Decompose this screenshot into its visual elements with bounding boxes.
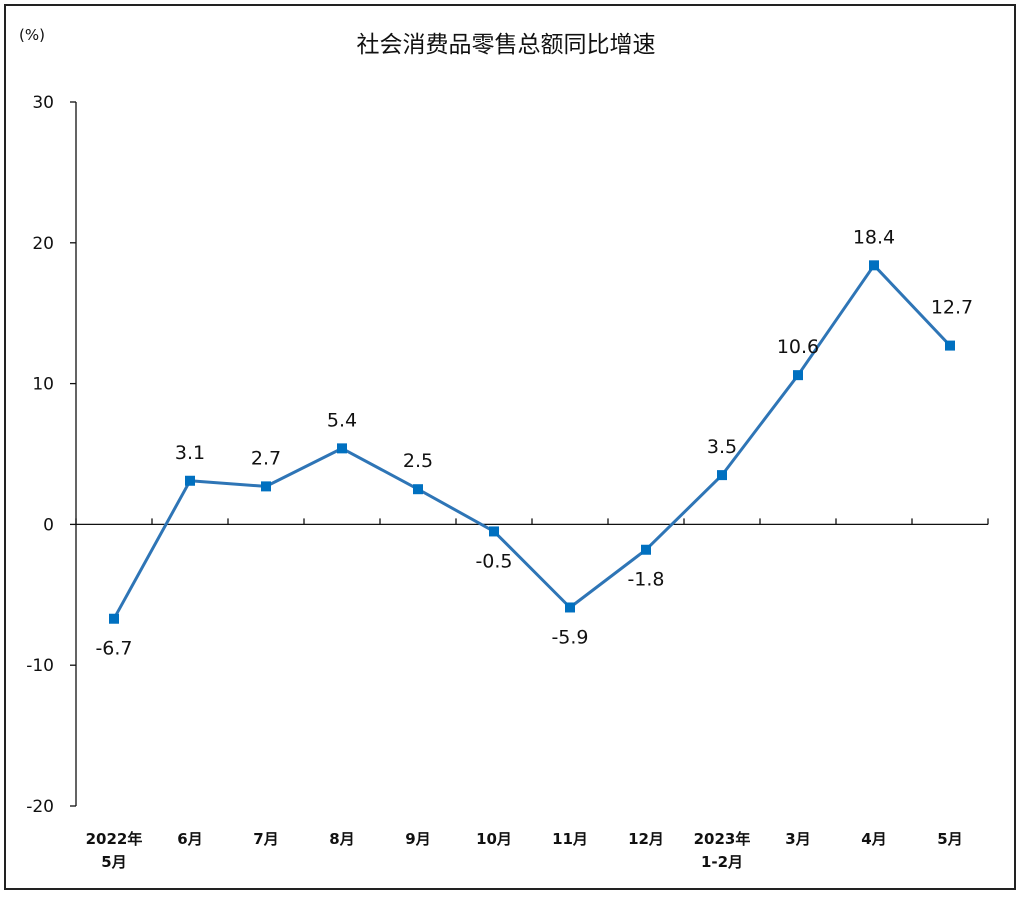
data-markers	[109, 260, 955, 624]
x-tick-label: 3月	[785, 830, 810, 848]
y-tick-label: -20	[26, 797, 54, 817]
data-point-marker	[869, 260, 879, 271]
data-label: 2.5	[403, 450, 433, 472]
y-tick-label: 0	[43, 515, 54, 535]
data-point-marker	[717, 470, 727, 481]
data-label: 10.6	[777, 336, 819, 358]
y-tick-label: 30	[32, 93, 54, 113]
data-point-marker	[489, 526, 499, 537]
data-point-marker	[565, 602, 575, 613]
data-label: -1.8	[627, 569, 664, 591]
data-label: 3.1	[175, 442, 205, 464]
x-tick-label: 2022年 5月	[86, 830, 143, 871]
y-tick-label: 10	[32, 375, 54, 395]
x-tick-label: 8月	[329, 830, 354, 848]
data-point-marker	[185, 475, 195, 486]
data-label: 18.4	[853, 226, 895, 248]
data-label: -0.5	[475, 550, 512, 572]
data-label: 2.7	[251, 447, 281, 469]
data-labels: -6.7 3.1 2.7 5.4 2.5 -0.5 -5.9 -1.8 3.5 10.6 18.4 1…	[95, 226, 973, 659]
line-chart: 社会消费品零售总额同比增速 (%) 30 20 10 0 -10 -20 2022年 5月 6…	[19, 26, 989, 871]
data-label: -6.7	[95, 638, 132, 660]
x-tick-label: 9月	[405, 830, 430, 848]
data-point-marker	[109, 613, 119, 624]
x-tick-label: 6月	[177, 830, 202, 848]
chart-frame: 社会消费品零售总额同比增速 (%) 30 20 10 0 -10 -20 2022年 5月 6…	[4, 4, 1016, 890]
x-axis: 2022年 5月 6月 7月 8月 9月 10月 11月 12月 2023年 1-2月 3月 4月 5月	[75, 518, 989, 871]
y-tick-label: -10	[26, 656, 54, 676]
series-line	[112, 263, 952, 620]
data-label: -5.9	[551, 626, 588, 648]
chart-title: 社会消费品零售总额同比增速	[357, 32, 656, 58]
x-tick-label: 4月	[861, 830, 886, 848]
data-point-marker	[337, 443, 347, 454]
data-point-marker	[261, 481, 271, 492]
x-tick-label: 7月	[253, 830, 278, 848]
data-point-marker	[945, 340, 955, 351]
y-axis: 30 20 10 0 -10 -20	[26, 93, 77, 817]
series-polyline	[112, 263, 952, 620]
y-tick-label: 20	[32, 234, 54, 254]
x-tick-label: 2023年 1-2月	[694, 830, 751, 871]
data-point-marker	[793, 370, 803, 381]
x-tick-label: 10月	[476, 830, 512, 848]
data-label: 3.5	[707, 436, 737, 458]
unit-label: (%)	[19, 26, 45, 44]
data-point-marker	[413, 484, 423, 495]
x-tick-label: 5月	[937, 830, 962, 848]
data-point-marker	[641, 544, 651, 555]
x-tick-label: 12月	[628, 830, 664, 848]
data-label: 12.7	[931, 297, 973, 319]
data-label: 5.4	[327, 409, 357, 431]
x-tick-label: 11月	[552, 830, 588, 848]
